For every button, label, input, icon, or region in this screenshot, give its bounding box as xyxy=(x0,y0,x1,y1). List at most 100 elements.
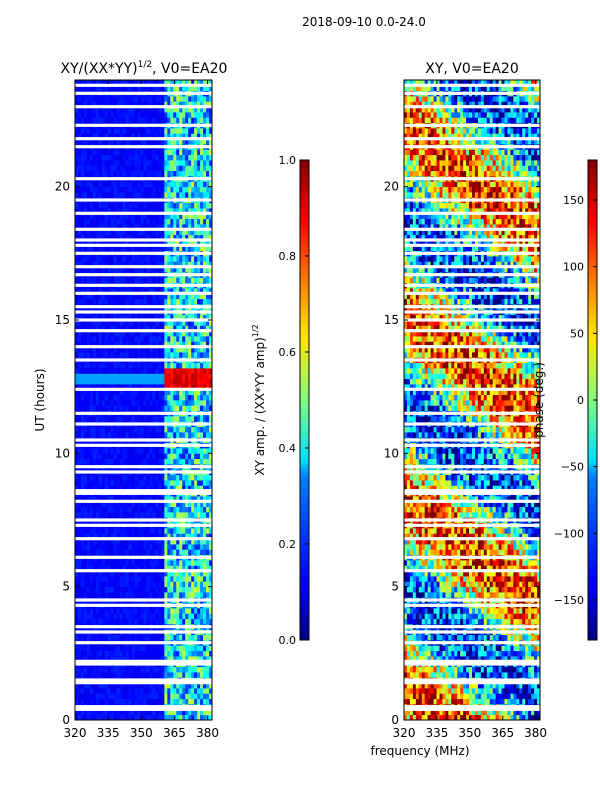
amplitude-heatmap-cell xyxy=(158,346,162,353)
amplitude-heatmap-cell xyxy=(113,453,118,460)
amplitude-heatmap-cell xyxy=(149,346,153,353)
amplitude-heatmap-cell xyxy=(161,320,165,326)
amplitude-heatmap-cell xyxy=(173,170,177,177)
amplitude-heatmap-cell xyxy=(92,453,97,460)
amplitude-heatmap-cell xyxy=(200,240,204,246)
amplitude-heatmap-cell xyxy=(167,576,171,582)
amplitude-heatmap-cell xyxy=(134,581,138,588)
amplitude-heatmap-cell xyxy=(80,314,85,321)
amplitude-heatmap-cell xyxy=(152,506,156,513)
amplitude-heatmap-cell xyxy=(203,229,207,236)
amplitude-heatmap-cell xyxy=(206,592,210,598)
amplitude-heatmap-cell xyxy=(197,426,201,433)
amplitude-heatmap-cell xyxy=(173,666,177,673)
amplitude-heatmap-cell xyxy=(92,458,97,465)
amplitude-heatmap-cell xyxy=(209,682,212,689)
amplitude-heatmap-cell xyxy=(107,506,112,513)
amplitude-heatmap-cell xyxy=(104,170,109,177)
amplitude-heatmap-cell xyxy=(173,426,177,433)
amplitude-heatmap-cell xyxy=(77,613,82,620)
amplitude-heatmap-cell xyxy=(86,709,91,716)
amplitude-heatmap-cell xyxy=(128,528,132,534)
amplitude-heatmap-cell xyxy=(86,682,91,689)
amplitude-heatmap-cell xyxy=(137,149,141,156)
amplitude-heatmap-cell xyxy=(116,506,121,513)
amplitude-heatmap-cell xyxy=(191,688,195,694)
amplitude-heatmap-cell xyxy=(203,576,207,582)
amplitude-heatmap-cell xyxy=(140,378,144,385)
amplitude-heatmap-cell xyxy=(80,565,85,572)
amplitude-heatmap-cell xyxy=(140,261,144,268)
amplitude-heatmap-cell xyxy=(164,458,168,465)
amplitude-heatmap-cell xyxy=(173,512,177,518)
amplitude-heatmap-cell xyxy=(158,277,162,284)
amplitude-heatmap-cell xyxy=(140,666,144,673)
amplitude-heatmap-cell xyxy=(128,266,132,273)
amplitude-heatmap-cell xyxy=(143,202,147,209)
amplitude-heatmap-cell xyxy=(152,581,156,588)
amplitude-heatmap-cell xyxy=(197,362,201,369)
amplitude-heatmap-cell xyxy=(75,245,79,252)
amplitude-heatmap-cell xyxy=(209,666,212,673)
amplitude-heatmap-cell xyxy=(176,373,180,380)
amplitude-heatmap-cell xyxy=(107,512,112,518)
amplitude-heatmap-cell xyxy=(149,512,153,518)
amplitude-heatmap-cell xyxy=(200,560,204,566)
amplitude-heatmap-cell xyxy=(155,458,159,465)
amplitude-heatmap-cell xyxy=(98,688,103,694)
amplitude-heatmap-cell xyxy=(95,480,100,486)
amplitude-heatmap-cell xyxy=(146,352,150,358)
amplitude-heatmap-cell xyxy=(188,240,192,246)
amplitude-heatmap-cell xyxy=(182,245,186,252)
amplitude-heatmap-cell xyxy=(128,277,132,284)
amplitude-heatmap-cell xyxy=(75,298,79,305)
amplitude-heatmap-cell xyxy=(209,672,212,678)
amplitude-heatmap-cell xyxy=(143,501,147,508)
amplitude-heatmap-cell xyxy=(176,261,180,268)
amplitude-heatmap-cell xyxy=(86,208,91,214)
amplitude-heatmap-cell xyxy=(122,709,127,716)
amplitude-heatmap-cell xyxy=(188,480,192,486)
amplitude-heatmap-cell xyxy=(140,208,144,214)
amplitude-heatmap-cell xyxy=(194,618,198,625)
amplitude-heatmap-cell xyxy=(140,266,144,273)
amplitude-heatmap-cell xyxy=(134,352,138,358)
amplitude-heatmap-cell xyxy=(143,218,147,225)
amplitude-heatmap-cell xyxy=(161,501,165,508)
amplitude-heatmap-cell xyxy=(182,400,186,406)
amplitude-heatmap-cell xyxy=(86,256,91,262)
amplitude-heatmap-cell xyxy=(137,698,141,705)
amplitude-heatmap-cell xyxy=(80,208,85,214)
amplitude-heatmap-cell xyxy=(140,416,144,422)
amplitude-heatmap-cell xyxy=(197,576,201,582)
amplitude-heatmap-cell xyxy=(188,256,192,262)
amplitude-heatmap-cell xyxy=(179,256,183,262)
amplitude-heatmap-cell xyxy=(75,336,79,342)
amplitude-heatmap-cell xyxy=(104,208,109,214)
amplitude-heatmap-cell xyxy=(197,496,201,502)
amplitude-heatmap-cell xyxy=(92,544,97,550)
amplitude-heatmap-cell xyxy=(128,480,132,486)
amplitude-heatmap-cell xyxy=(140,496,144,502)
amplitude-heatmap-cell xyxy=(149,458,153,465)
amplitude-heatmap-cell xyxy=(131,586,135,593)
amplitude-heatmap-cell xyxy=(200,165,204,172)
amplitude-heatmap-cell xyxy=(161,506,165,513)
amplitude-heatmap-cell xyxy=(170,565,174,572)
amplitude-heatmap-cell xyxy=(161,544,165,550)
amplitude-heatmap-cell xyxy=(95,496,100,502)
amplitude-heatmap-cell xyxy=(149,432,153,438)
amplitude-heatmap-cell xyxy=(101,634,106,641)
amplitude-heatmap-cell xyxy=(77,208,82,214)
amplitude-heatmap-cell xyxy=(179,448,183,454)
amplitude-heatmap-cell xyxy=(107,480,112,486)
amplitude-heatmap-cell xyxy=(113,714,118,720)
amplitude-heatmap-cell xyxy=(125,229,130,236)
amplitude-heatmap-cell xyxy=(98,266,103,273)
amplitude-heatmap-cell xyxy=(167,256,171,262)
amplitude-heatmap-cell xyxy=(158,218,162,225)
amplitude-heatmap-cell xyxy=(179,426,183,433)
amplitude-heatmap-cell xyxy=(131,448,135,454)
amplitude-heatmap-cell xyxy=(179,170,183,177)
amplitude-heatmap-cell xyxy=(122,186,127,193)
